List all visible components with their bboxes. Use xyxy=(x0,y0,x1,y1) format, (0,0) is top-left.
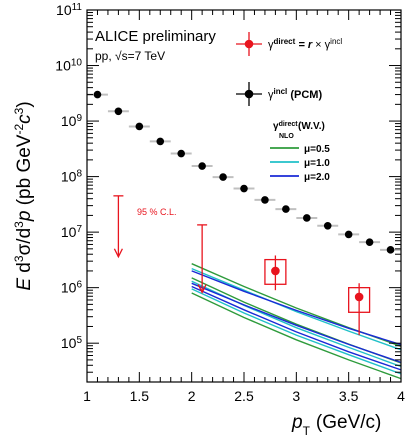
x-tick-label: 2 xyxy=(188,388,196,404)
legend: γdirect = r × γincl γincl (PCM) γdirect … xyxy=(236,32,342,183)
incl-point xyxy=(282,205,290,213)
legend-direct-marker xyxy=(244,39,254,49)
nlo-curve xyxy=(191,288,402,375)
experiment-label: ALICE preliminary xyxy=(95,28,216,45)
cl-label: 95 % C.L. xyxy=(137,207,177,217)
incl-point xyxy=(240,184,248,193)
x-tick-label: 2.5 xyxy=(234,388,254,404)
legend-nlo-title: γdirect NLO (W.V.) xyxy=(273,121,325,141)
x-axis-title-sub: T xyxy=(303,424,311,438)
legend-mu-entries: μ=0.5 μ=1.0 μ=2.0 xyxy=(270,144,330,183)
nlo-curve xyxy=(191,267,402,351)
direct-point xyxy=(354,292,364,302)
svg-text:NLO: NLO xyxy=(279,133,294,140)
incl-point xyxy=(365,238,374,246)
nlo-curve xyxy=(191,270,402,346)
nlo-curve xyxy=(191,285,402,371)
legend-incl: γincl (PCM) xyxy=(236,82,322,106)
incl-point xyxy=(386,246,395,254)
y-tick-label: 108 xyxy=(61,168,83,185)
legend-mu-label: μ=2.0 xyxy=(304,172,330,183)
x-axis-title-unit: (GeV/c) xyxy=(316,412,381,433)
data-layer xyxy=(87,90,401,336)
legend-direct-label: γdirect = r × γincl xyxy=(268,37,342,52)
nlo-curve xyxy=(191,282,402,364)
legend-incl-label: γincl (PCM) xyxy=(268,87,322,102)
x-tick-label: 3.5 xyxy=(339,388,359,404)
incl-point xyxy=(261,196,269,204)
svg-text:γdirect: γdirect xyxy=(273,121,298,133)
axes: 1 1.5 2 2.5 3 3.5 4 105 106 107 108 109 1010 1011 xyxy=(55,2,405,405)
nlo-curves xyxy=(191,263,402,380)
incl-point xyxy=(344,230,353,239)
x-tick-label: 3 xyxy=(292,388,300,404)
legend-mu-label: μ=0.5 xyxy=(304,144,330,155)
incl-point xyxy=(303,214,311,222)
y-tick-label: 109 xyxy=(61,113,83,130)
incl-point xyxy=(93,90,102,99)
y-tick-label: 1010 xyxy=(55,57,82,74)
y-tick-label: 105 xyxy=(61,335,83,352)
x-tick-label: 4 xyxy=(397,388,405,404)
legend-direct: γdirect = r × γincl xyxy=(236,32,342,56)
nlo-curve xyxy=(191,292,402,380)
upper-limit-arrowhead xyxy=(113,248,123,259)
incl-point xyxy=(135,122,144,131)
direct-point xyxy=(271,266,280,276)
y-tick-label: 1011 xyxy=(56,2,82,19)
legend-incl-marker xyxy=(244,89,254,99)
x-tick-label: 1 xyxy=(83,388,91,404)
incl-point xyxy=(323,221,332,230)
y-tick-label: 107 xyxy=(61,224,83,241)
incl-point xyxy=(219,173,227,181)
system-label: pp, √s=7 TeV xyxy=(95,49,165,63)
x-tick-label: 1.5 xyxy=(130,388,150,404)
upper-limit-arrowhead xyxy=(197,284,207,294)
incl-point xyxy=(177,149,185,158)
x-axis-title: pT (GeV/c) xyxy=(291,412,381,438)
y-axis-title: E d3σ/d3p (pb GeV-2c3) xyxy=(12,101,35,290)
x-axis-title-var: p xyxy=(291,412,303,433)
svg-text:(W.V.): (W.V.) xyxy=(298,121,325,132)
legend-mu-label: μ=1.0 xyxy=(304,158,330,169)
y-tick-label: 106 xyxy=(61,279,83,296)
incl-point xyxy=(156,137,165,146)
incl-point xyxy=(114,107,123,116)
incl-point xyxy=(198,162,206,170)
